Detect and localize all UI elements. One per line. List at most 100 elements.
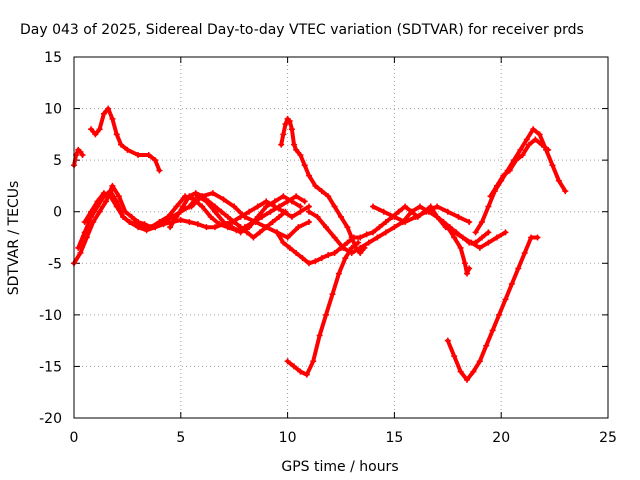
data-point [493,234,500,241]
data-point [117,141,124,148]
data-point [357,234,364,241]
data-point [521,249,528,256]
data-point [282,121,289,128]
data-point [105,105,112,112]
data-point [75,244,82,251]
data-point [291,141,298,148]
data-point [370,203,377,210]
data-point [79,151,86,158]
data-point [286,244,293,251]
data-point [485,229,492,236]
data-point [220,196,227,203]
data-point [199,193,206,200]
data-point [237,224,244,231]
data-point [194,221,201,228]
plot-area [71,105,569,383]
data-point [444,337,451,344]
data-point [382,229,389,236]
data-point [94,198,101,205]
data-point [269,219,276,226]
data-point [295,224,302,231]
data-point [472,229,479,236]
data-point [303,371,310,378]
data-point [286,117,293,124]
data-point [152,224,159,231]
data-point [288,213,295,220]
data-point [517,146,524,153]
data-point [297,203,304,210]
data-point [100,190,107,197]
data-point [173,213,180,220]
data-point [348,249,355,256]
data-point [211,208,218,215]
data-point [451,234,458,241]
data-point [444,224,451,231]
data-point [199,203,206,210]
data-point [252,219,259,226]
series-line [371,204,472,224]
data-point [107,188,114,195]
data-point [562,188,569,195]
data-point [301,198,308,205]
data-point [156,167,163,174]
data-point [297,208,304,215]
data-point [316,332,323,339]
y-tick-label: -15 [39,359,62,375]
data-point [211,224,218,231]
data-point [374,234,381,241]
data-point [135,221,142,228]
data-point [126,219,133,226]
x-tick-label: 5 [176,430,185,446]
data-point [402,219,409,226]
y-tick-label: 5 [53,153,62,169]
data-point [293,146,300,153]
data-point [483,342,490,349]
data-point [380,208,387,215]
data-series-track-14 [444,234,541,383]
data-point [310,358,317,365]
data-point [297,368,304,375]
y-tick-label: 10 [44,102,62,118]
data-point [451,353,458,360]
data-point [179,203,186,210]
y-tick-label: -5 [48,256,62,272]
data-point [107,193,114,200]
data-point [207,213,214,220]
data-point [271,203,278,210]
data-point [314,213,321,220]
data-series-track-5 [81,190,312,231]
data-point [538,141,545,148]
data-point [528,234,535,241]
data-point [478,219,485,226]
data-point [365,239,372,246]
data-point [211,203,218,210]
data-point [231,219,238,226]
data-point [470,368,477,375]
data-point [293,249,300,256]
x-tick-label: 20 [492,430,510,446]
data-point [113,131,120,138]
data-point [92,131,99,138]
data-point [344,239,351,246]
data-point [444,208,451,215]
data-point [254,213,261,220]
data-point [186,219,193,226]
data-point [323,311,330,318]
data-point [124,146,131,153]
data-point [391,224,398,231]
data-point [476,358,483,365]
data-point [434,213,441,220]
data-series-track-8 [278,115,368,256]
data-point [489,327,496,334]
data-point [523,136,530,143]
data-point [250,234,257,241]
data-point [241,213,248,220]
data-point [278,141,285,148]
data-point [412,213,419,220]
data-point [417,203,424,210]
data-point [284,358,291,365]
data-series-track-16 [487,136,552,200]
data-point [395,208,402,215]
data-point [77,249,84,256]
